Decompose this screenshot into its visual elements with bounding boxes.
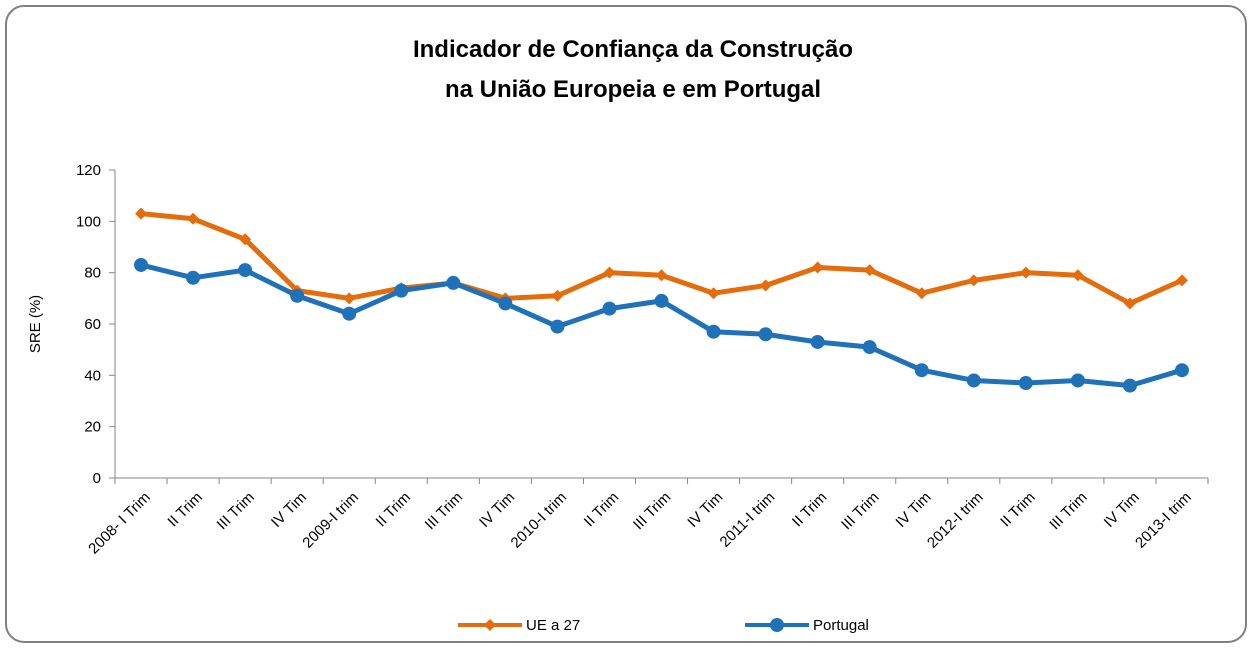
chart-title: Indicador de Confiança da Construção <box>413 36 853 63</box>
data-point <box>1018 376 1033 391</box>
data-point <box>914 363 929 378</box>
data-point <box>758 327 773 342</box>
data-point <box>342 306 357 321</box>
y-tick-label: 80 <box>84 265 101 282</box>
data-point <box>394 283 409 298</box>
data-point <box>1070 373 1085 388</box>
data-point <box>759 279 772 292</box>
chart-frame <box>5 5 1247 643</box>
y-axis-label: SRE (%) <box>27 295 44 353</box>
data-point <box>810 334 825 349</box>
data-point <box>446 275 461 290</box>
data-point <box>1019 266 1032 279</box>
data-point <box>498 296 513 311</box>
data-point <box>966 373 981 388</box>
data-point <box>654 293 669 308</box>
data-point <box>186 270 201 285</box>
data-point <box>603 266 616 279</box>
data-point <box>1071 269 1084 282</box>
y-tick-label: 20 <box>84 419 101 436</box>
data-point <box>706 324 721 339</box>
data-point <box>134 257 149 272</box>
data-point <box>915 287 928 300</box>
y-tick-label: 120 <box>76 162 101 179</box>
data-point <box>707 287 720 300</box>
data-point <box>862 340 877 355</box>
data-point <box>1122 378 1137 393</box>
data-point <box>239 233 252 246</box>
data-point <box>551 289 564 302</box>
legend-label: UE a 27 <box>526 617 580 634</box>
data-point <box>863 264 876 277</box>
y-tick-label: 40 <box>84 367 101 384</box>
data-point <box>1175 274 1188 287</box>
data-point <box>1123 297 1136 310</box>
legend-label: Portugal <box>813 617 869 634</box>
data-point <box>811 261 824 274</box>
y-tick-label: 100 <box>76 213 101 230</box>
data-point <box>550 319 565 334</box>
data-point <box>967 274 980 287</box>
data-point <box>238 263 253 278</box>
data-point <box>343 292 356 305</box>
legend-marker <box>484 619 496 631</box>
data-point <box>290 288 305 303</box>
data-point <box>602 301 617 316</box>
data-point <box>1174 363 1189 378</box>
chart-title: na União Europeia e em Portugal <box>445 76 821 103</box>
data-point <box>187 212 200 225</box>
data-point <box>135 207 148 220</box>
legend-marker <box>770 618 784 632</box>
data-point <box>655 269 668 282</box>
y-tick-label: 0 <box>93 470 101 487</box>
y-tick-label: 60 <box>84 316 101 333</box>
